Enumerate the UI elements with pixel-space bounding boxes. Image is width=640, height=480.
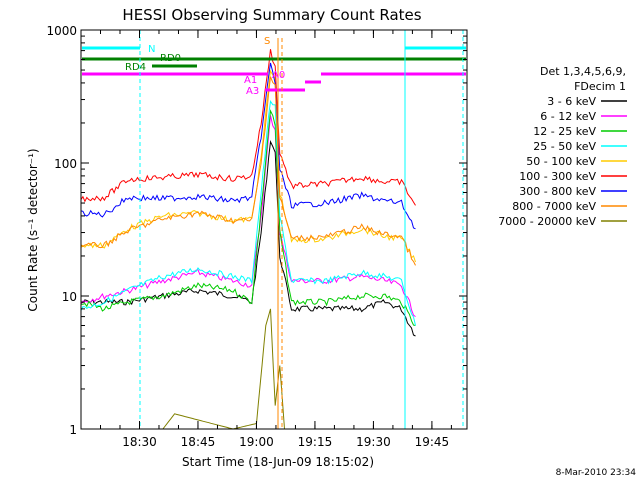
legend: 3 - 6 keV 6 - 12 keV 12 - 25 keV 25 - 50 ke…: [498, 95, 627, 228]
legend-header-line-1: Det 1,3,4,5,6,9,: [540, 65, 626, 78]
x-tick-label: 18:30: [122, 435, 157, 449]
legend-label: 800 - 7000 keV: [512, 200, 596, 213]
plot-frame: [80, 29, 468, 430]
series-line-1: [80, 115, 416, 318]
y-tick-label: 100: [54, 157, 77, 171]
state-label-a3: A3: [246, 86, 259, 97]
state-label-s: S: [264, 36, 270, 47]
legend-label: 3 - 6 keV: [547, 95, 596, 108]
legend-label: 100 - 300 keV: [519, 170, 596, 183]
state-label-rd4: RD4: [125, 62, 146, 73]
x-axis-label: Start Time (18-Jun-09 18:15:02): [182, 455, 374, 469]
state-label-rd0: RD0: [160, 53, 181, 64]
legend-label: 6 - 12 keV: [540, 110, 596, 123]
y-axis-label: Count Rate (s⁻¹ detector⁻¹): [26, 148, 40, 311]
legend-label: 50 - 100 keV: [526, 155, 596, 168]
series-line-3: [80, 100, 416, 326]
legend-label: 12 - 25 keV: [533, 125, 596, 138]
x-tick-label: 19:30: [356, 435, 391, 449]
x-tick-label: 19:45: [415, 435, 450, 449]
legend-label: 25 - 50 keV: [533, 140, 596, 153]
y-tick-label: 1: [69, 423, 77, 437]
x-tick-label: 19:00: [239, 435, 274, 449]
state-label-n: N: [148, 44, 155, 55]
series-line-8: [162, 308, 285, 430]
y-tick-label: 1000: [46, 24, 77, 38]
series-layer: [80, 49, 416, 430]
series-line-5: [80, 49, 416, 206]
x-tick-label: 19:15: [298, 435, 333, 449]
y-tick-label: 10: [62, 290, 77, 304]
series-line-0: [80, 140, 416, 337]
chart-title: HESSI Observing Summary Count Rates: [122, 6, 421, 24]
series-line-7: [80, 76, 416, 266]
footer-date: 8-Mar-2010 23:34: [556, 468, 637, 478]
state-label-a0: A0: [272, 70, 285, 81]
x-tick-label: 18:45: [181, 435, 216, 449]
series-line-2: [81, 109, 416, 326]
state-label-a1: A1: [244, 75, 257, 86]
series-line-6: [80, 62, 416, 230]
legend-label: 300 - 800 keV: [519, 185, 596, 198]
tick-layer: 18:30 18:45 19:00 19:15 19:30 19:45 1 10 100 1000: [46, 24, 467, 449]
legend-header-line-2: FDecim 1: [574, 80, 626, 93]
legend-label: 7000 - 20000 keV: [498, 215, 596, 228]
